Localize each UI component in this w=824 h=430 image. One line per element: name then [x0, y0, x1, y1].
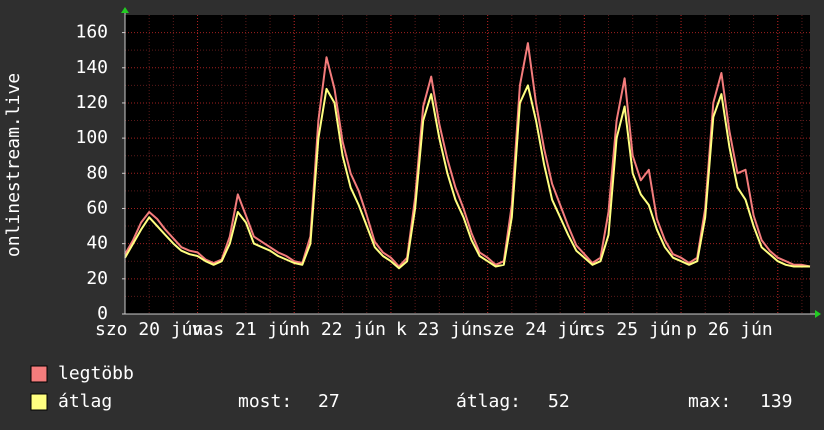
stat-label: most:	[238, 391, 292, 412]
legend-label: legtöbb	[58, 363, 134, 384]
x-tick-label: p 26 jún	[686, 319, 773, 340]
plot-area	[125, 15, 810, 314]
stat-value: 52	[548, 391, 570, 412]
stat-value: 27	[318, 391, 340, 412]
grid	[122, 15, 810, 315]
stat-value: 139	[760, 391, 793, 412]
y-axis-label: onlinestream.live	[3, 73, 24, 257]
x-tick-label: szo 20 jún	[95, 319, 203, 340]
lines	[124, 42, 811, 270]
x-tick-label: vas 21 jún	[192, 319, 300, 340]
x-tick-label: sze 24 jún	[482, 319, 590, 340]
legend-swatch	[30, 365, 48, 383]
series-line	[124, 84, 810, 270]
y-tick-label: 60	[86, 197, 108, 218]
y-tick-label: 40	[86, 233, 108, 254]
y-arrow	[121, 7, 129, 13]
y-tick-label: 80	[86, 162, 108, 183]
legend-label: átlag	[58, 391, 112, 412]
x-arrow	[815, 310, 821, 318]
x-tick-label: cs 25 jún	[584, 319, 682, 340]
stat-label: max:	[688, 391, 731, 412]
y-tick-label: 20	[86, 268, 108, 289]
axes	[121, 7, 821, 318]
legend-swatch	[30, 393, 48, 411]
y-tick-label: 120	[75, 92, 108, 113]
stat-label: átlag:	[456, 391, 521, 412]
y-tick-label: 100	[75, 127, 108, 148]
y-tick-label: 160	[75, 22, 108, 43]
series-line	[124, 42, 811, 268]
x-tick-label: h 22 jún	[299, 319, 386, 340]
y-tick-label: 0	[97, 303, 108, 324]
y-tick-label: 140	[75, 57, 108, 78]
legend: legtöbb átlag most: 27 átlag: 52 max: 139	[30, 363, 793, 412]
x-tick-label: k 23 jún	[396, 319, 483, 340]
